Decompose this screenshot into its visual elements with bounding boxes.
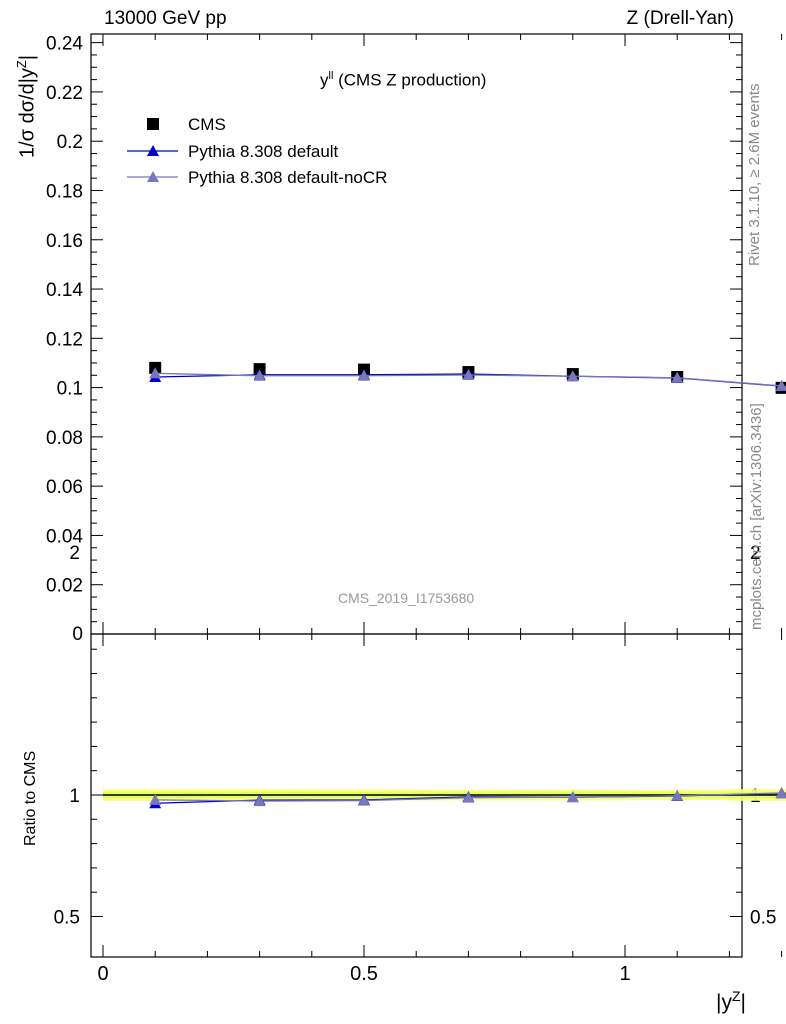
ratio-y-tick-label-right: 0.5 [750,908,776,929]
main-y-tick-label: 0.06 [46,477,83,498]
ratio-y-axis-label: Ratio to CMS [22,750,39,846]
ratio-y-tick-label-left: 2 [69,543,80,564]
pythia-nocr-marker [671,371,684,383]
pythia-nocr-line [155,372,786,388]
x-tick-label: 1 [619,963,630,985]
mcplots-label: mcplots.cern.ch [arXiv:1306.3436] [748,403,765,630]
main-y-tick-label: 0.24 [46,34,83,55]
pythia-nocr-marker [149,367,162,379]
ratio-nocr-marker [462,791,475,803]
ratio-nocr-marker [566,791,579,803]
ratio-nocr-line [155,792,786,802]
main-y-label-text: 1/σ dσ/d|y [16,68,39,158]
energy-label: 13000 GeV pp [104,8,227,29]
x-label-text: |y [716,991,732,1014]
plot-title-sup: ll [328,70,334,82]
main-y-tick-label: 0.18 [46,181,83,202]
x-label-end: | [740,991,746,1014]
main-y-label-sup: Z [14,60,29,69]
analysis-watermark: CMS_2019_I1753680 [338,590,475,606]
ratio-nocr-marker [253,795,266,807]
rivet-label: Rivet 3.1.10, ≥ 2.6M events [746,83,763,267]
legend-triangle-marker [147,145,159,156]
plot-title-rest: (CMS Z production) [333,70,487,90]
plot-title: yll (CMS Z production) [320,70,486,91]
ratio-y-tick-label-left: 0.5 [54,908,80,929]
x-label-sup: Z [731,988,741,1004]
pythia-nocr-marker [462,369,475,381]
main-y-tick-label: 0 [72,624,83,645]
pythia-default-line [155,373,786,388]
legend-entry-label: Pythia 8.308 default-noCR [188,168,387,187]
pythia-nocr-marker [253,369,266,381]
main-y-tick-label: 0.12 [46,329,83,350]
pythia-nocr-marker [358,369,370,381]
pythia-nocr-marker [775,379,786,391]
main-y-tick-label: 0.02 [46,576,83,597]
main-y-label-end: | [16,54,39,61]
main-y-tick-label: 0.04 [46,526,83,547]
ratio-y-tick-label-right: 2 [750,543,761,564]
main-y-tick-label: 0.22 [46,83,83,104]
ratio-nocr-marker [358,794,370,806]
x-axis-label: |yZ| [716,988,746,1015]
ratio-nocr-marker [775,787,786,799]
ratio-y-tick-label-left: 1 [69,786,80,807]
main-y-tick-label: 0.14 [46,280,83,301]
ratio-nocr-marker [671,789,684,801]
x-tick-label: 0 [97,963,108,985]
legend-entry-label: Pythia 8.308 default [188,142,339,161]
ratio-nocr-marker [149,793,162,805]
main-y-tick-label: 0.2 [57,132,83,153]
main-y-tick-label: 0.1 [57,379,83,400]
main-y-axis-label: 1/σ dσ/d|yZ| [14,55,40,158]
legend-entry-label: CMS [188,115,226,134]
x-tick-label: 0.5 [350,963,378,985]
plot-title-main: y [320,70,329,90]
pythia-nocr-marker [566,370,579,382]
main-y-tick-label: 0.08 [46,428,83,449]
legend-triangle-marker [147,171,159,182]
main-y-tick-label: 0.16 [46,231,83,252]
legend-cms-marker [147,118,159,130]
process-label: Z (Drell-Yan) [626,8,734,29]
